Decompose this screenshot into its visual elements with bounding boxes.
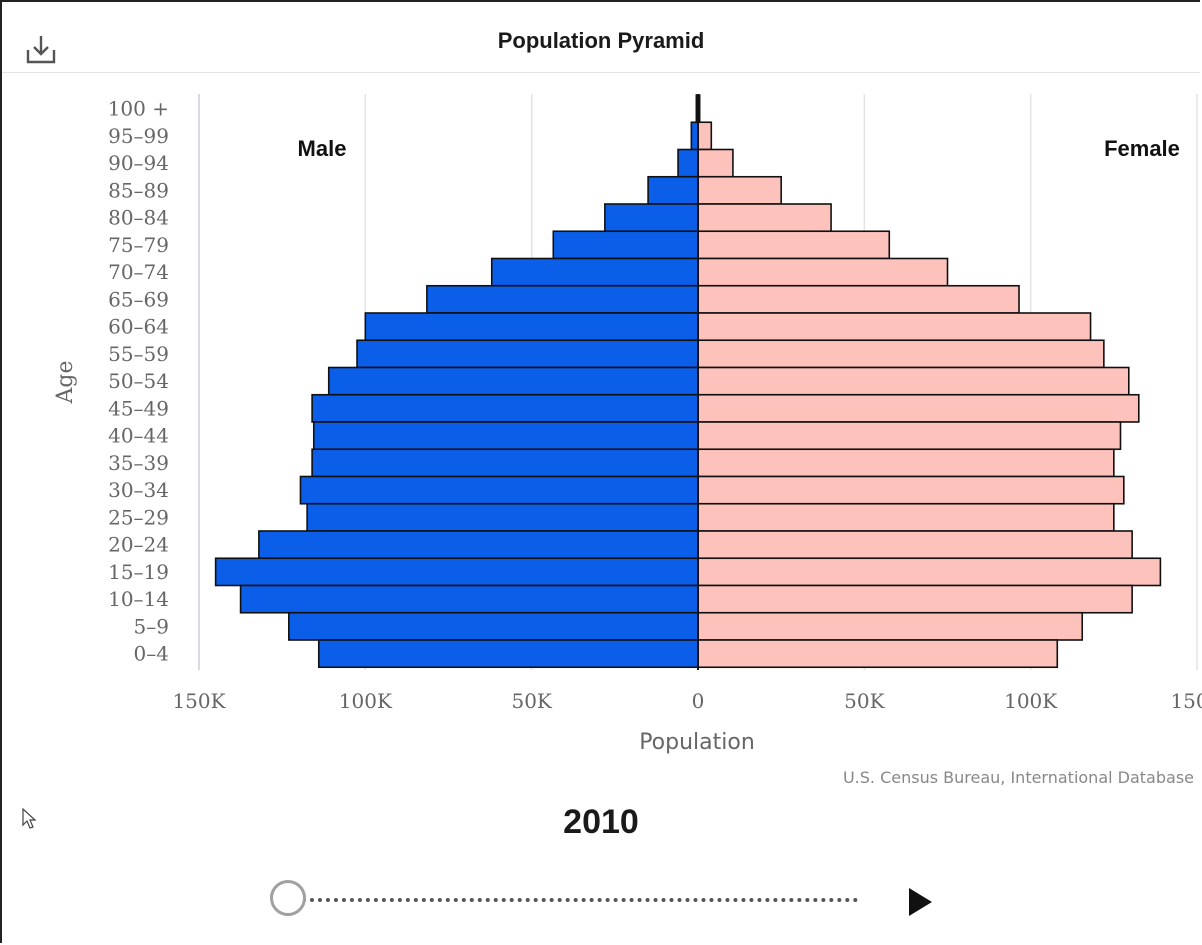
x-tick-label: 100K: [339, 689, 393, 713]
male-bar[interactable]: [647, 175, 699, 205]
mouse-pointer-icon: [22, 808, 37, 829]
x-tick-label: 50K: [844, 689, 885, 713]
y-tick-label: 35–39: [108, 451, 169, 475]
male-bar[interactable]: [327, 366, 699, 396]
female-bar[interactable]: [697, 584, 1133, 614]
male-bar[interactable]: [552, 230, 699, 260]
x-tick-label: 150K: [172, 689, 226, 713]
male-bar[interactable]: [258, 530, 699, 560]
bars: [214, 94, 1162, 670]
download-icon: [26, 36, 56, 64]
y-axis-title: Age: [53, 361, 78, 405]
y-tick-label: 40–44: [108, 424, 169, 448]
tick-labels: 150K 100K 50K 0 50K 100K 150K 100 + 95–99 90–94 85…: [108, 97, 1202, 713]
male-bar[interactable]: [490, 257, 699, 287]
y-tick-label: 80–84: [108, 206, 169, 230]
female-bar[interactable]: [697, 257, 949, 287]
y-tick-label: 20–24: [108, 533, 169, 557]
year-slider[interactable]: [268, 878, 868, 922]
y-tick-label: 55–59: [108, 342, 169, 366]
female-bar[interactable]: [697, 502, 1115, 532]
y-tick-label: 90–94: [108, 151, 169, 175]
male-bar[interactable]: [426, 284, 699, 314]
female-bar[interactable]: [697, 284, 1020, 314]
slider-thumb[interactable]: [270, 880, 306, 916]
female-bar[interactable]: [697, 312, 1092, 342]
female-bar[interactable]: [697, 557, 1162, 587]
x-tick-label: 0: [692, 689, 705, 713]
female-bar[interactable]: [697, 639, 1059, 669]
female-bar[interactable]: [697, 611, 1084, 641]
y-tick-label: 50–54: [108, 369, 169, 393]
female-bar[interactable]: [697, 530, 1133, 560]
female-bar[interactable]: [697, 475, 1125, 505]
female-bar[interactable]: [697, 148, 734, 178]
y-tick-label: 5–9: [134, 614, 169, 638]
y-tick-label: 10–14: [108, 587, 169, 611]
slider-track[interactable]: [294, 898, 858, 902]
female-bar[interactable]: [697, 175, 782, 205]
y-tick-label: 65–69: [108, 287, 169, 311]
pyramid-chart: 150K 100K 50K 0 50K 100K 150K 100 + 95–99 90–94 85…: [53, 94, 1202, 787]
female-bar[interactable]: [697, 421, 1122, 451]
x-axis-title: Population: [639, 730, 755, 755]
male-bar[interactable]: [299, 475, 699, 505]
female-bar[interactable]: [697, 366, 1130, 396]
female-bar[interactable]: [697, 339, 1105, 369]
male-bar[interactable]: [311, 448, 699, 478]
y-tick-label: 70–74: [108, 260, 169, 284]
year-label: 2010: [563, 803, 639, 841]
male-bar[interactable]: [311, 393, 699, 423]
female-bar[interactable]: [697, 121, 713, 151]
y-tick-label: 95–99: [108, 124, 169, 148]
y-tick-label: 45–49: [108, 396, 169, 420]
male-label: Male: [298, 136, 347, 161]
y-tick-label: 75–79: [108, 233, 169, 257]
y-tick-label: 25–29: [108, 505, 169, 529]
male-bar[interactable]: [356, 339, 699, 369]
play-button[interactable]: [906, 886, 934, 918]
y-tick-label: 100 +: [108, 97, 169, 121]
female-bar[interactable]: [697, 393, 1140, 423]
x-tick-label: 50K: [511, 689, 552, 713]
male-bar[interactable]: [317, 639, 699, 669]
x-tick-label: 150K: [1170, 689, 1202, 713]
male-bar[interactable]: [214, 557, 699, 587]
y-tick-label: 15–19: [108, 560, 169, 584]
male-bar[interactable]: [364, 312, 699, 342]
y-tick-label: 85–89: [108, 178, 169, 202]
female-bar[interactable]: [697, 203, 832, 233]
male-bar[interactable]: [604, 203, 699, 233]
y-tick-label: 0–4: [134, 642, 169, 666]
source-credit: U.S. Census Bureau, International Databa…: [843, 768, 1194, 787]
female-label: Female: [1104, 136, 1180, 161]
play-icon: [909, 888, 932, 916]
x-tick-label: 100K: [1004, 689, 1058, 713]
female-bar[interactable]: [697, 448, 1115, 478]
male-bar[interactable]: [288, 611, 699, 641]
male-bar[interactable]: [306, 502, 699, 532]
page-title: Population Pyramid: [497, 28, 705, 53]
download-button[interactable]: [24, 32, 58, 68]
male-bar[interactable]: [239, 584, 699, 614]
chart-header: Population Pyramid: [2, 2, 1200, 73]
female-bar[interactable]: [697, 230, 891, 260]
male-bar[interactable]: [312, 421, 699, 451]
y-tick-label: 60–64: [108, 315, 169, 339]
y-tick-label: 30–34: [108, 478, 169, 502]
male-bar[interactable]: [677, 148, 699, 178]
